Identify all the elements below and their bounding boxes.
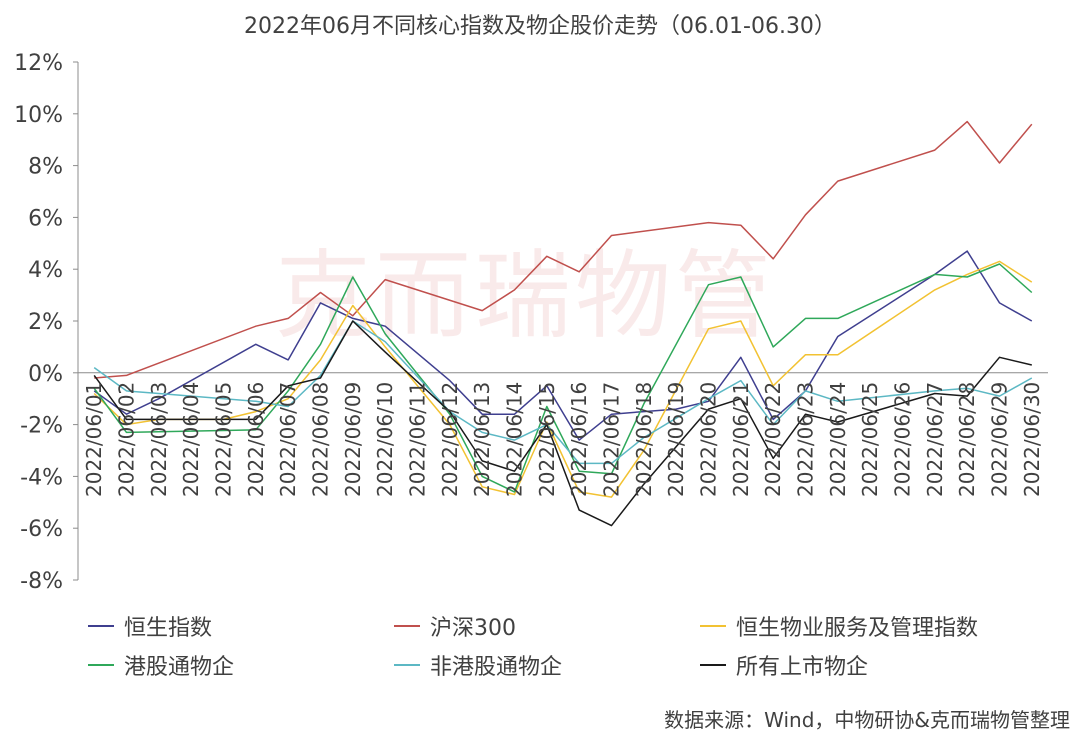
y-tick-label: 8% xyxy=(28,155,63,180)
x-tick-label: 2022/06/24 xyxy=(826,382,850,497)
legend-swatch xyxy=(394,664,420,666)
x-tick-label: 2022/06/07 xyxy=(276,382,300,497)
x-tick-label: 2022/06/14 xyxy=(503,382,527,497)
x-tick-label: 2022/06/04 xyxy=(179,382,203,497)
legend-label: 所有上市物企 xyxy=(736,655,869,680)
series-line xyxy=(93,263,1033,493)
y-tick-label: -6% xyxy=(20,517,63,542)
y-tick-label: 4% xyxy=(28,258,63,283)
legend-item: 非港股通物企 xyxy=(394,649,562,681)
series-line xyxy=(93,320,1032,527)
y-tick-label: -8% xyxy=(20,569,63,594)
x-tick-label: 2022/06/29 xyxy=(988,382,1012,497)
y-tick-label: -2% xyxy=(20,414,63,439)
x-tick-label: 2022/06/23 xyxy=(794,382,818,497)
x-tick-label: 2022/06/03 xyxy=(147,382,171,497)
x-tick-label: 2022/06/25 xyxy=(858,382,882,497)
x-tick-label: 2022/06/18 xyxy=(632,382,656,497)
x-tick-label: 2022/06/30 xyxy=(1020,382,1044,497)
x-tick-label: 2022/06/28 xyxy=(955,382,979,497)
y-tick-label: 10% xyxy=(14,103,63,128)
x-tick-label: 2022/06/19 xyxy=(664,382,688,497)
legend-swatch xyxy=(88,664,114,666)
x-tick-label: 2022/06/21 xyxy=(729,382,753,497)
x-tick-label: 2022/06/20 xyxy=(697,382,721,497)
y-tick-label: 0% xyxy=(28,362,63,387)
legend-label: 非港股通物企 xyxy=(430,655,563,680)
x-tick-label: 2022/06/06 xyxy=(244,382,268,497)
x-tick-label: 2022/06/09 xyxy=(341,382,365,497)
series-line xyxy=(94,120,1033,379)
x-tick-label: 2022/06/10 xyxy=(373,382,397,497)
x-tick-label: 2022/06/15 xyxy=(535,382,559,497)
legend-label: 港股通物企 xyxy=(124,655,235,680)
y-tick-label: 6% xyxy=(28,206,63,231)
legend-item: 所有上市物企 xyxy=(700,649,868,681)
chart-title: 2022年06月不同核心指数及物企股价走势（06.01-06.30） xyxy=(244,14,836,39)
legend-label: 恒生指数 xyxy=(124,616,213,641)
x-tick-label: 2022/06/16 xyxy=(567,382,591,497)
legend-label: 沪深300 xyxy=(430,616,516,641)
x-tick-label: 2022/06/02 xyxy=(115,382,139,497)
source-note: 数据来源：Wind，中物研协&克而瑞物管整理 xyxy=(664,708,1070,732)
legend-item: 港股通物企 xyxy=(88,649,234,681)
y-tick-label: -4% xyxy=(20,465,63,490)
x-tick-label: 2022/06/12 xyxy=(438,382,462,497)
legend-item: 恒生指数 xyxy=(88,610,212,642)
x-tick-label: 2022/06/27 xyxy=(923,382,947,497)
legend-swatch xyxy=(394,625,420,627)
legend-item: 恒生物业服务及管理指数 xyxy=(700,610,978,642)
x-tick-label: 2022/06/01 xyxy=(82,382,106,497)
x-tick-label: 2022/06/08 xyxy=(309,382,333,497)
y-tick-label: 12% xyxy=(14,51,63,76)
legend-label: 恒生物业服务及管理指数 xyxy=(736,616,979,641)
x-tick-label: 2022/06/17 xyxy=(600,382,624,497)
x-tick-label: 2022/06/13 xyxy=(470,382,494,497)
legend-swatch xyxy=(700,625,726,627)
legend-item: 沪深300 xyxy=(394,610,516,642)
x-tick-label: 2022/06/26 xyxy=(891,382,915,497)
y-tick-label: 2% xyxy=(28,310,63,335)
x-tick-label: 2022/06/05 xyxy=(212,382,236,497)
series-line xyxy=(93,260,1033,498)
series-line xyxy=(93,320,1033,465)
legend-swatch xyxy=(700,664,726,666)
x-tick-label: 2022/06/11 xyxy=(406,382,430,497)
x-tick-label: 2022/06/22 xyxy=(761,382,785,497)
legend-swatch xyxy=(88,625,114,627)
series-line xyxy=(93,250,1033,441)
